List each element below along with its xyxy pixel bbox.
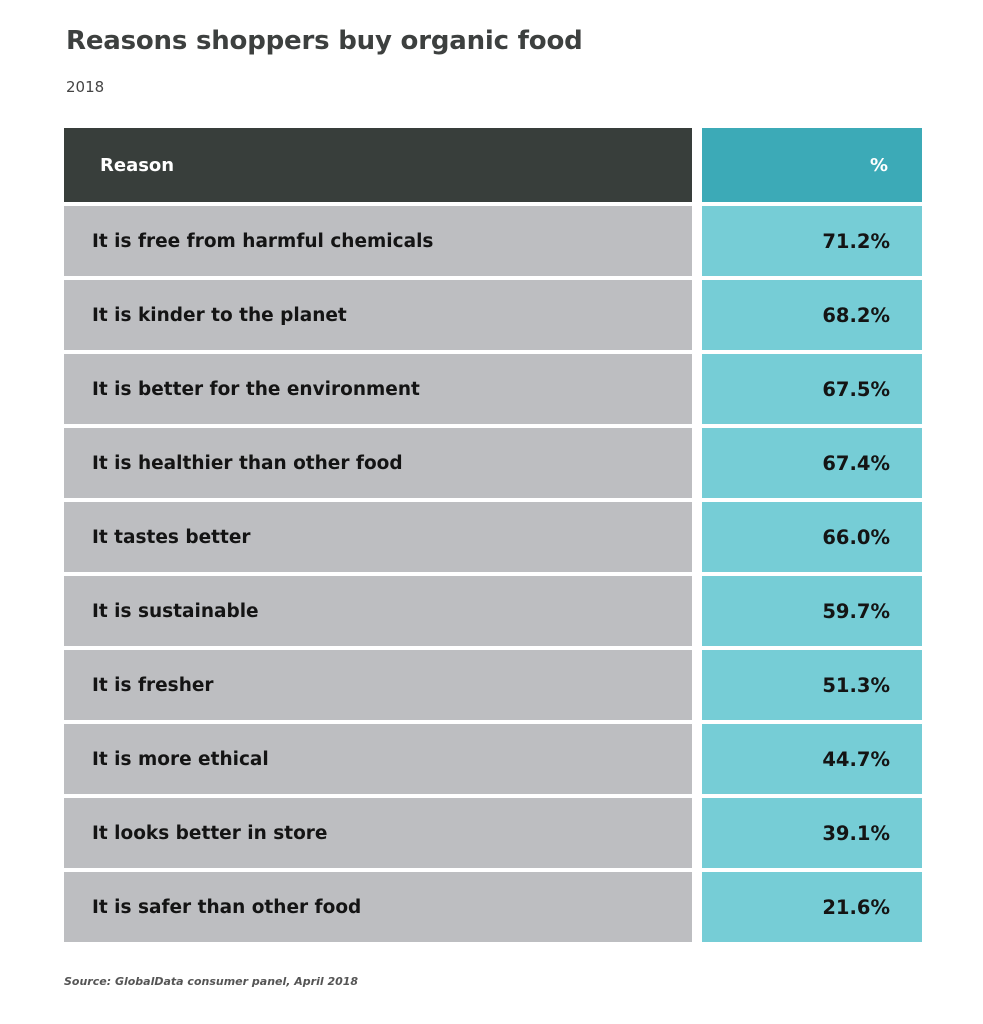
table-row: It tastes better 66.0% [64, 502, 922, 572]
table-row: It is more ethical 44.7% [64, 724, 922, 794]
percent-cell: 44.7% [702, 724, 922, 794]
percent-cell: 51.3% [702, 650, 922, 720]
table-body: It is free from harmful chemicals 71.2% It… [64, 206, 922, 942]
reason-cell: It is safer than other food [64, 872, 692, 942]
reason-cell: It looks better in store [64, 798, 692, 868]
table-row: It is sustainable 59.7% [64, 576, 922, 646]
percent-cell: 59.7% [702, 576, 922, 646]
reason-cell: It tastes better [64, 502, 692, 572]
reason-cell: It is more ethical [64, 724, 692, 794]
percent-cell: 67.5% [702, 354, 922, 424]
reason-cell: It is sustainable [64, 576, 692, 646]
table-row: It is fresher 51.3% [64, 650, 922, 720]
reason-cell: It is kinder to the planet [64, 280, 692, 350]
column-header-percent: % [702, 128, 922, 202]
table-row: It is safer than other food 21.6% [64, 872, 922, 942]
percent-cell: 68.2% [702, 280, 922, 350]
chart-title: Reasons shoppers buy organic food [66, 26, 583, 56]
reason-cell: It is fresher [64, 650, 692, 720]
percent-cell: 66.0% [702, 502, 922, 572]
reason-cell: It is better for the environment [64, 354, 692, 424]
reasons-table: Reason % It is free from harmful chemica… [64, 128, 922, 946]
percent-cell: 71.2% [702, 206, 922, 276]
reason-cell: It is healthier than other food [64, 428, 692, 498]
table-row: It is free from harmful chemicals 71.2% [64, 206, 922, 276]
percent-cell: 67.4% [702, 428, 922, 498]
source-note: Source: GlobalData consumer panel, April… [64, 975, 359, 988]
percent-cell: 39.1% [702, 798, 922, 868]
table-row: It is kinder to the planet 68.2% [64, 280, 922, 350]
table-row: It looks better in store 39.1% [64, 798, 922, 868]
column-header-reason: Reason [64, 128, 692, 202]
table-header-row: Reason % [64, 128, 922, 202]
percent-cell: 21.6% [702, 872, 922, 942]
table-row: It is healthier than other food 67.4% [64, 428, 922, 498]
chart-subtitle: 2018 [66, 78, 105, 96]
reason-cell: It is free from harmful chemicals [64, 206, 692, 276]
table-row: It is better for the environment 67.5% [64, 354, 922, 424]
